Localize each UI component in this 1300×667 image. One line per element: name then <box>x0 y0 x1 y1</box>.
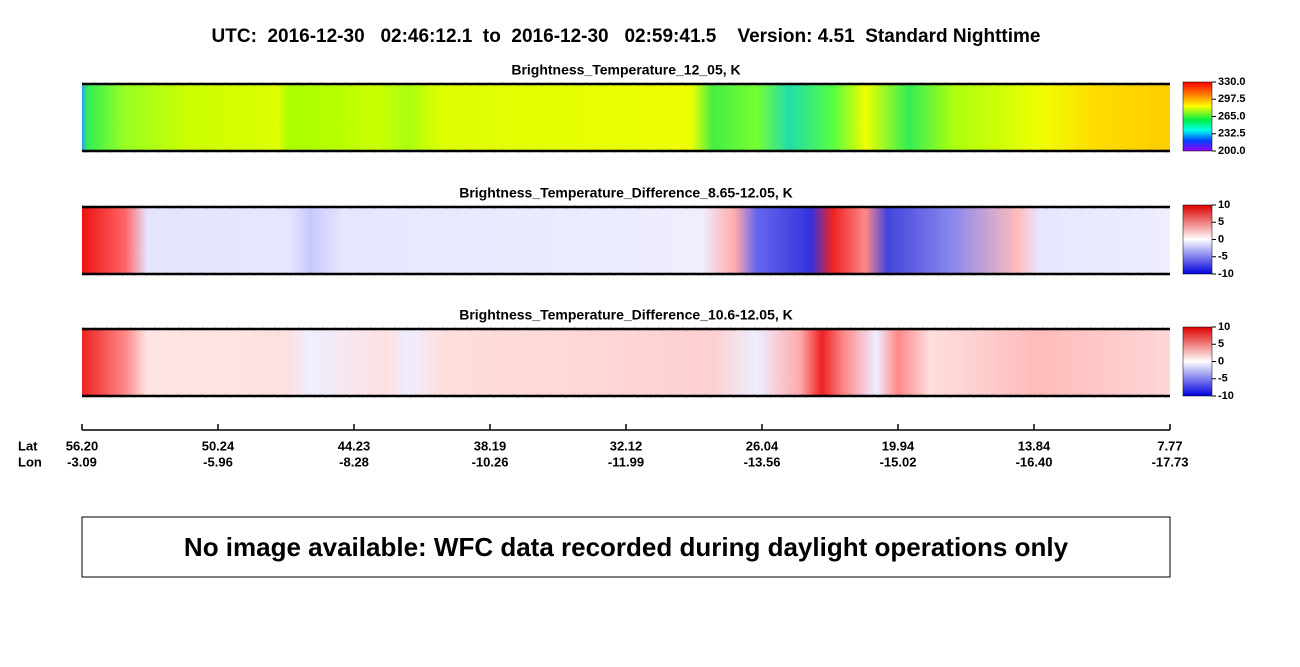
lon-tick-label: -11.99 <box>608 454 644 469</box>
colorbar-label: -5 <box>1218 251 1228 263</box>
colorbar <box>1182 204 1213 275</box>
heatmap <box>82 207 1170 274</box>
lon-tick-label: -10.26 <box>472 454 509 469</box>
colorbar-label: 5 <box>1218 216 1224 228</box>
lat-tick-label: 50.24 <box>202 438 235 453</box>
lon-tick-label: -8.28 <box>339 454 369 469</box>
axis: Lat Lon 56.20-3.09 50.24-5.96 44.23-8.28 38… <box>18 424 1188 469</box>
colorbar-label: 200.0 <box>1218 145 1246 157</box>
message-box <box>81 516 1171 578</box>
colorbar-label: 0 <box>1218 233 1224 245</box>
page-title: UTC: 2016-12-30 02:46:12.1 to 2016-12-30… <box>212 26 1041 47</box>
panel-title: Brightness_Temperature_Difference_10.6-1… <box>459 307 793 323</box>
lat-tick-label: 32.12 <box>610 438 643 453</box>
colorbar-label: 5 <box>1218 338 1224 350</box>
lat-tick-label: 26.04 <box>746 438 779 453</box>
colorbar-label: 297.5 <box>1218 93 1246 105</box>
lat-tick-label: 7.77 <box>1157 438 1182 453</box>
colorbar-label: -10 <box>1218 390 1234 402</box>
colorbar-label: -5 <box>1218 373 1228 385</box>
lat-tick-label: 56.20 <box>66 438 99 453</box>
colorbar-label: 265.0 <box>1218 110 1246 122</box>
heatmap <box>82 329 1170 396</box>
lat-tick-label: 38.19 <box>474 438 507 453</box>
lon-label: Lon <box>18 454 42 469</box>
colorbar-label: 232.5 <box>1218 128 1246 140</box>
lon-tick-label: -16.40 <box>1016 454 1053 469</box>
panel-title: Brightness_Temperature_12_05, K <box>511 62 740 78</box>
colorbar-label: 10 <box>1218 199 1230 211</box>
colorbar <box>1182 326 1213 397</box>
panel-title: Brightness_Temperature_Difference_8.65-1… <box>459 185 793 201</box>
colorbar <box>1182 81 1213 152</box>
lon-tick-label: -15.02 <box>880 454 917 469</box>
lat-tick-label: 19.94 <box>882 438 915 453</box>
lon-tick-label: -13.56 <box>744 454 781 469</box>
lat-label: Lat <box>18 438 38 453</box>
colorbar-label: 10 <box>1218 321 1230 333</box>
colorbar-label: 0 <box>1218 355 1224 367</box>
colorbar-label: -10 <box>1218 268 1234 280</box>
lon-tick-label: -17.73 <box>1152 454 1189 469</box>
heatmap <box>82 84 1170 151</box>
lon-tick-label: -5.96 <box>203 454 233 469</box>
lon-tick-label: -3.09 <box>67 454 97 469</box>
panels: Brightness_Temperature_12_05, K 330.0 297.… <box>81 62 1246 402</box>
lat-tick-label: 44.23 <box>338 438 371 453</box>
message: No image available: WFC data recorded du… <box>184 532 1069 562</box>
colorbar-label: 330.0 <box>1218 76 1246 88</box>
lat-tick-label: 13.84 <box>1018 438 1051 453</box>
